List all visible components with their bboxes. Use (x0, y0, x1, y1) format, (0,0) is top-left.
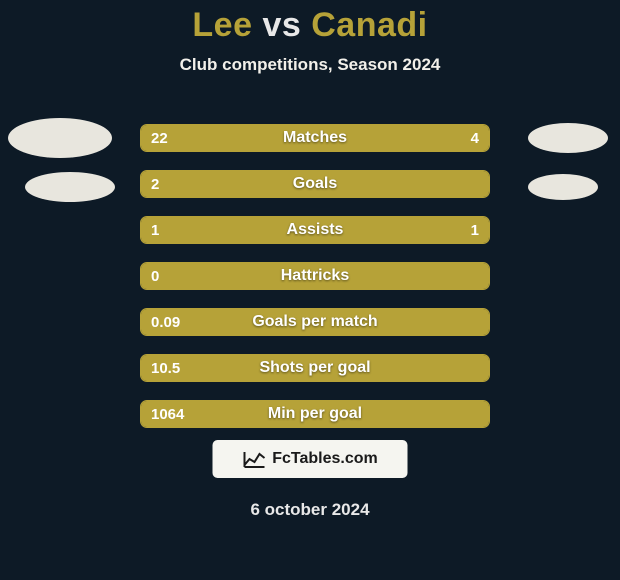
player2-name: Canadi (311, 6, 427, 44)
subtitle: Club competitions, Season 2024 (0, 55, 620, 75)
stat-row: 0Hattricks (140, 262, 490, 290)
stat-row: 2Goals (140, 170, 490, 198)
brand-badge: FcTables.com (213, 440, 408, 478)
date-text: 6 october 2024 (0, 500, 620, 520)
player1-club-badge (25, 172, 115, 202)
title-vs: vs (262, 6, 301, 44)
stat-row: 11Assists (140, 216, 490, 244)
stat-row: 1064Min per goal (140, 400, 490, 428)
brand-text: FcTables.com (272, 450, 378, 468)
stat-label: Assists (141, 217, 489, 243)
stat-row: 10.5Shots per goal (140, 354, 490, 382)
stat-bars: 224Matches 2Goals 11Assists 0Hattricks 0.09G… (140, 124, 490, 446)
page-title: Lee vs Canadi (0, 0, 620, 45)
stat-label: Shots per goal (141, 355, 489, 381)
stat-label: Hattricks (141, 263, 489, 289)
player2-club-badge (528, 174, 598, 200)
stat-row: 0.09Goals per match (140, 308, 490, 336)
player1-avatar (8, 118, 112, 158)
stat-label: Min per goal (141, 401, 489, 427)
player2-avatar (528, 123, 608, 153)
stat-label: Goals per match (141, 309, 489, 335)
comparison-card: Lee vs Canadi Club competitions, Season … (0, 0, 620, 580)
player1-name: Lee (192, 6, 252, 44)
stat-label: Matches (141, 125, 489, 151)
stat-row: 224Matches (140, 124, 490, 152)
stat-label: Goals (141, 171, 489, 197)
brand-icon (242, 449, 266, 469)
